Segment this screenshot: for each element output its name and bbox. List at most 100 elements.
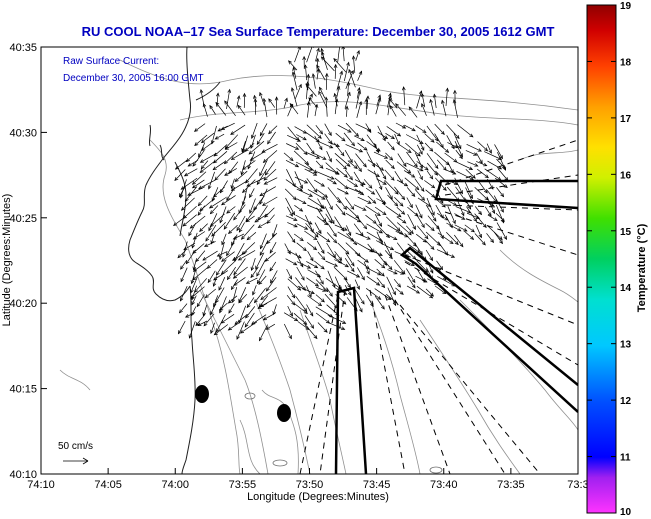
current-vector	[260, 287, 277, 300]
current-vector	[245, 277, 258, 284]
current-vector	[486, 233, 494, 244]
current-vector	[256, 259, 266, 277]
current-vector	[316, 189, 329, 198]
current-vector	[487, 214, 498, 222]
current-vector	[454, 177, 463, 195]
current-vector	[366, 223, 383, 234]
current-vector	[178, 303, 188, 314]
current-vector	[406, 187, 416, 198]
current-vector	[426, 267, 433, 280]
current-vector	[220, 122, 235, 130]
current-vector	[296, 188, 314, 197]
current-vector	[344, 285, 352, 296]
current-vector	[241, 140, 246, 153]
current-vector	[224, 100, 236, 117]
current-vector	[202, 250, 218, 261]
current-vector	[396, 179, 409, 187]
current-vector	[221, 195, 236, 206]
current-vector	[315, 286, 327, 292]
current-vector	[394, 197, 404, 207]
current-vector	[268, 125, 278, 135]
current-vector	[211, 187, 219, 202]
current-vector	[252, 285, 257, 296]
current-vector	[226, 186, 236, 201]
current-vector	[190, 268, 197, 285]
current-vector	[346, 225, 352, 237]
current-vector	[353, 171, 364, 188]
current-vector	[210, 322, 215, 335]
current-vector	[313, 260, 325, 270]
current-vector	[454, 234, 464, 248]
current-vector	[238, 222, 245, 233]
current-vector	[396, 216, 407, 224]
current-vector	[180, 260, 187, 270]
current-vector	[233, 258, 246, 276]
current-vector	[456, 161, 474, 170]
current-vector	[291, 71, 298, 91]
current-vector	[343, 132, 356, 147]
current-vector	[257, 302, 268, 309]
current-vector	[227, 323, 238, 331]
current-vector	[316, 171, 335, 180]
current-vector	[194, 134, 208, 147]
current-vector	[334, 259, 350, 268]
current-vector	[296, 223, 309, 230]
current-vector	[200, 132, 215, 144]
current-vector	[190, 276, 198, 294]
current-vector	[209, 104, 216, 115]
current-vector	[250, 257, 256, 271]
legend-line-2: December 30, 2005 16:00 GMT	[63, 73, 204, 84]
current-vector	[355, 90, 362, 109]
current-vector	[486, 196, 496, 215]
current-vector	[259, 324, 268, 342]
current-vector	[354, 295, 363, 313]
current-vector	[416, 260, 429, 273]
current-vector	[201, 140, 215, 151]
y-tick-label: 40:35	[9, 42, 37, 54]
current-vector	[245, 215, 255, 223]
current-vector	[207, 171, 215, 190]
current-vector	[192, 150, 205, 167]
current-vector	[435, 177, 447, 192]
current-vector	[364, 98, 369, 115]
current-vector	[403, 170, 416, 178]
colorbar: 19 18 17 16 15 14 13 12 11 10	[586, 1, 632, 518]
current-vector	[306, 101, 311, 118]
current-vector	[446, 231, 459, 246]
current-vector	[204, 288, 217, 299]
current-vector	[304, 168, 318, 176]
current-vector	[216, 251, 228, 257]
x-tick-label: 73:35	[497, 479, 525, 491]
current-vector	[465, 150, 478, 156]
current-vector	[464, 180, 473, 200]
current-vector	[232, 251, 248, 261]
current-vector	[355, 232, 371, 240]
current-vector	[401, 86, 406, 106]
current-vector	[335, 294, 347, 305]
current-vector	[197, 320, 208, 326]
current-vector	[474, 213, 487, 229]
current-vector	[287, 305, 293, 317]
current-vector	[232, 233, 245, 240]
current-vector	[387, 269, 398, 275]
current-vector	[365, 214, 377, 224]
current-vector	[415, 233, 427, 243]
current-vector	[283, 312, 299, 322]
current-vector	[337, 231, 355, 242]
current-vector	[304, 230, 318, 241]
current-vector	[376, 268, 385, 277]
current-vector	[226, 266, 236, 281]
current-vector	[259, 233, 267, 250]
current-vector	[375, 97, 382, 115]
current-vector	[314, 103, 319, 117]
current-vector	[404, 260, 415, 266]
colorbar-tick-label: 11	[620, 453, 631, 464]
current-vector	[495, 213, 505, 222]
current-vector	[344, 150, 353, 164]
current-vector	[227, 295, 238, 304]
current-vector	[397, 143, 412, 153]
current-vector	[254, 213, 268, 223]
current-vector	[415, 204, 423, 219]
current-vector	[256, 133, 265, 145]
current-vector	[445, 87, 450, 107]
